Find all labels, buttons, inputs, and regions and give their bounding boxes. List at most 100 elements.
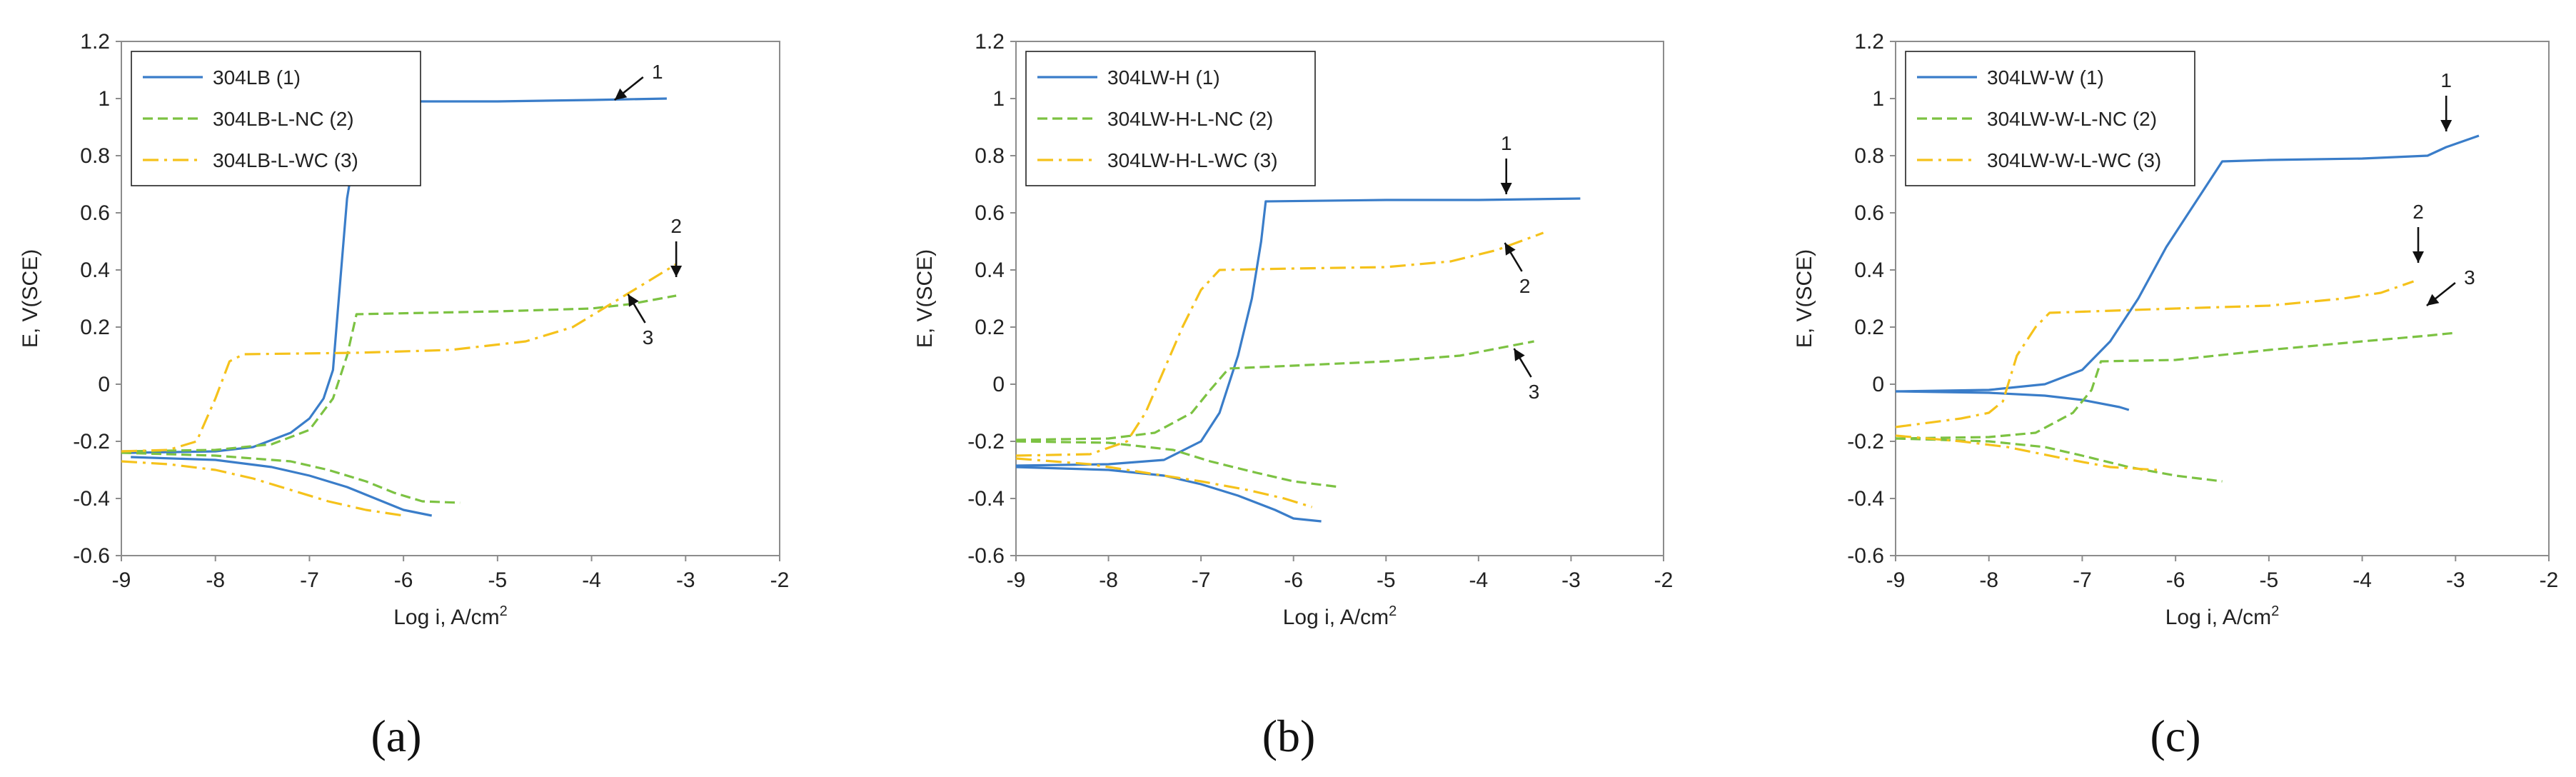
annotation-arrowhead [628, 294, 639, 307]
legend-label: 304LW-W-L-NC (2) [1987, 108, 2157, 130]
x-tick-label: -3 [1561, 568, 1581, 592]
panel-caption: (c) [2150, 711, 2200, 761]
legend-label: 304LB-L-WC (3) [213, 149, 358, 171]
x-tick-label: -7 [2073, 568, 2092, 592]
series-line-3-cathodic [1896, 434, 2158, 471]
legend-label: 304LW-H-L-WC (3) [1107, 149, 1278, 171]
x-axis-label-superscript: 2 [500, 603, 508, 619]
y-tick-label: 0.8 [80, 144, 110, 168]
x-axis-label: Log i, A/cm2 [2165, 603, 2280, 629]
series-line-1-anodic [1016, 197, 1581, 467]
legend-label: 304LW-H-L-NC (2) [1107, 108, 1273, 130]
y-tick-label: 0.2 [80, 316, 110, 339]
legend-label: 304LW-W (1) [1987, 66, 2104, 89]
legend-label: 304LW-W-L-WC (3) [1987, 149, 2161, 171]
y-tick-label: 0 [98, 373, 110, 396]
curve-number-annotation: 2 [1519, 275, 1531, 297]
y-tick-label: 0.6 [975, 201, 1005, 225]
curve-number-annotation: 1 [1501, 132, 1512, 154]
curve-number-annotation: 3 [2464, 266, 2475, 289]
y-tick-label: 0.4 [1854, 259, 1884, 282]
curve-number-annotation: 3 [643, 326, 654, 349]
series-line-1-anodic [131, 97, 667, 454]
x-tick-label: -7 [300, 568, 319, 592]
x-tick-label: -6 [394, 568, 413, 592]
y-tick-label: -0.4 [967, 487, 1005, 511]
legend-label: 304LW-H (1) [1107, 66, 1220, 89]
chart-panel-c: -9 -8 -7 -6 -5 -4 -3 -2 -0.6 -0.4 -0.2 0 0.2 0.4 0.6 0.… [1793, 30, 2558, 761]
x-tick-label: -4 [2353, 568, 2372, 592]
x-axis-label-superscript: 2 [1389, 603, 1397, 619]
y-tick-label: -0.4 [73, 487, 110, 511]
y-tick-label: -0.6 [73, 544, 110, 568]
x-tick-label: -4 [582, 568, 601, 592]
chart-panel-b: -9 -8 -7 -6 -5 -4 -3 -2 -0.6 -0.4 -0.2 0 0.2 0.4 0.6 0.… [913, 30, 1673, 761]
plot-frame [1895, 41, 2550, 556]
y-tick-label: 0 [1872, 373, 1884, 396]
series-line-3-cathodic [1016, 457, 1313, 508]
panel-caption: (b) [1262, 711, 1316, 761]
x-tick-label: -6 [2166, 568, 2185, 592]
x-tick-label: -2 [1654, 568, 1674, 592]
annotation-arrowhead [1504, 243, 1516, 256]
x-tick-label: -2 [2540, 568, 2559, 592]
x-tick-label: -5 [2260, 568, 2279, 592]
x-tick-label: -9 [1007, 568, 1026, 592]
y-tick-label: 1.2 [80, 30, 110, 54]
y-tick-label: -0.2 [1847, 430, 1884, 453]
legend-label: 304LB (1) [213, 66, 301, 89]
annotation-arrowhead [2440, 120, 2452, 131]
y-tick-label: -0.2 [967, 430, 1005, 453]
chart-panel-a: -9 -8 -7 -6 -5 -4 -3 -2 -0.6 -0.4 -0.2 0 0.2 0.4 0.6 0.… [19, 30, 789, 761]
y-tick-label: 1.2 [1854, 30, 1884, 54]
series-line-3-anodic [1016, 231, 1544, 457]
y-tick-label: 0.6 [80, 201, 110, 225]
y-axis-label: E, V(SCE) [19, 249, 42, 348]
y-axis-label: E, V(SCE) [1793, 249, 1816, 348]
y-tick-label: 0 [992, 373, 1005, 396]
y-tick-label: -0.4 [1847, 487, 1884, 511]
legend-label: 304LB-L-NC (2) [213, 108, 354, 130]
x-tick-label: -5 [488, 568, 508, 592]
series-line-2-anodic [1896, 331, 2456, 440]
curve-number-annotation: 2 [2413, 201, 2424, 223]
annotation-arrowhead [670, 266, 683, 277]
y-tick-label: -0.6 [967, 544, 1005, 568]
x-tick-label: -6 [1284, 568, 1303, 592]
series-line-2-anodic [121, 294, 677, 453]
annotation-arrowhead [2426, 294, 2440, 306]
y-tick-label: 1 [992, 87, 1005, 111]
curve-number-annotation: 1 [2440, 69, 2452, 91]
x-tick-label: -3 [676, 568, 695, 592]
x-axis-label-superscript: 2 [2271, 603, 2279, 619]
x-axis-label-text: Log i, A/cm [1283, 606, 1389, 629]
y-tick-label: 0.8 [975, 144, 1005, 168]
annotation-arrowhead [1500, 183, 1512, 194]
series-line-3-anodic [121, 263, 677, 453]
x-tick-label: -9 [112, 568, 131, 592]
y-tick-label: 0.4 [80, 259, 110, 282]
x-axis-label-text: Log i, A/cm [393, 606, 499, 629]
annotation-arrowhead [1514, 349, 1525, 361]
series-line-2-anodic [1016, 340, 1534, 441]
x-axis-label-text: Log i, A/cm [2165, 606, 2271, 629]
y-axis-label: E, V(SCE) [913, 249, 937, 348]
curve-number-annotation: 3 [1529, 381, 1540, 403]
x-tick-label: -8 [1979, 568, 1998, 592]
series-line-1-anodic [1896, 134, 2480, 393]
series-line-2-cathodic [1016, 440, 1340, 488]
series-line-1-cathodic [1016, 466, 1322, 523]
curve-number-annotation: 2 [670, 215, 682, 237]
y-tick-label: 0.2 [975, 316, 1005, 339]
annotation-arrowhead [2413, 251, 2424, 263]
x-tick-label: -8 [206, 568, 225, 592]
y-tick-label: 0.6 [1854, 201, 1884, 225]
plot-frame [121, 41, 780, 556]
y-tick-label: -0.6 [1847, 544, 1884, 568]
x-tick-label: -5 [1377, 568, 1396, 592]
x-tick-label: -7 [1192, 568, 1211, 592]
x-tick-label: -4 [1469, 568, 1489, 592]
series-line-2-cathodic [1896, 437, 2223, 483]
y-tick-label: 0.8 [1854, 144, 1884, 168]
